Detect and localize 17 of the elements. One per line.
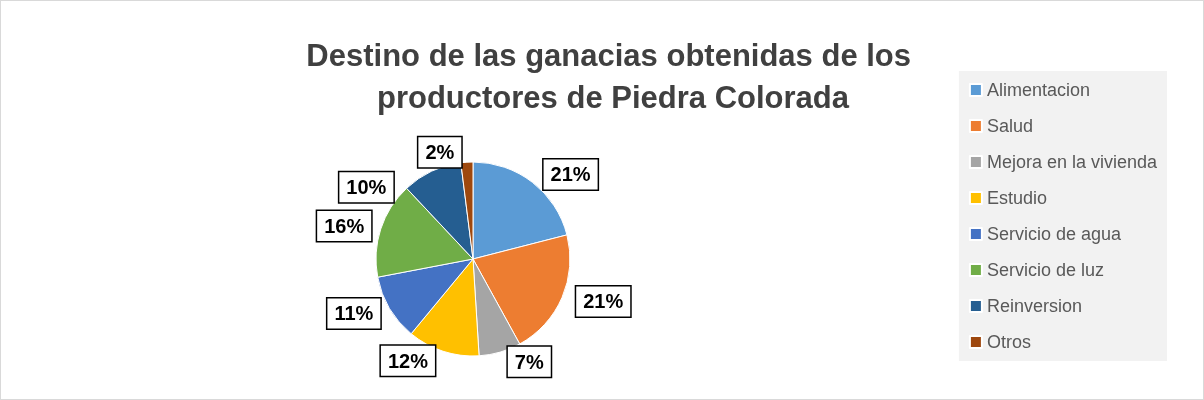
legend-label: Estudio xyxy=(986,188,1047,208)
legend-label: Servicio de luz xyxy=(986,260,1104,280)
legend-label: Alimentacion xyxy=(986,80,1090,100)
data-label: 10% xyxy=(346,176,387,199)
data-label: 2% xyxy=(425,141,455,164)
data-label: 16% xyxy=(324,214,365,237)
data-label: 11% xyxy=(334,302,374,325)
data-label: 21% xyxy=(550,163,591,186)
legend-label: Salud xyxy=(986,116,1033,136)
chart-title: Destino de las ganacias obtenidas de los productores de Piedra Colorada xyxy=(306,37,920,115)
legend-label: Servicio de agua xyxy=(986,224,1122,244)
data-label: 21% xyxy=(583,290,624,313)
legend-label: Otros xyxy=(986,332,1031,352)
data-label: 12% xyxy=(387,349,429,372)
legend-label: Reinversion xyxy=(986,296,1082,316)
legend-label: Mejora en la vivienda xyxy=(986,152,1158,172)
data-label: 7% xyxy=(514,350,544,373)
